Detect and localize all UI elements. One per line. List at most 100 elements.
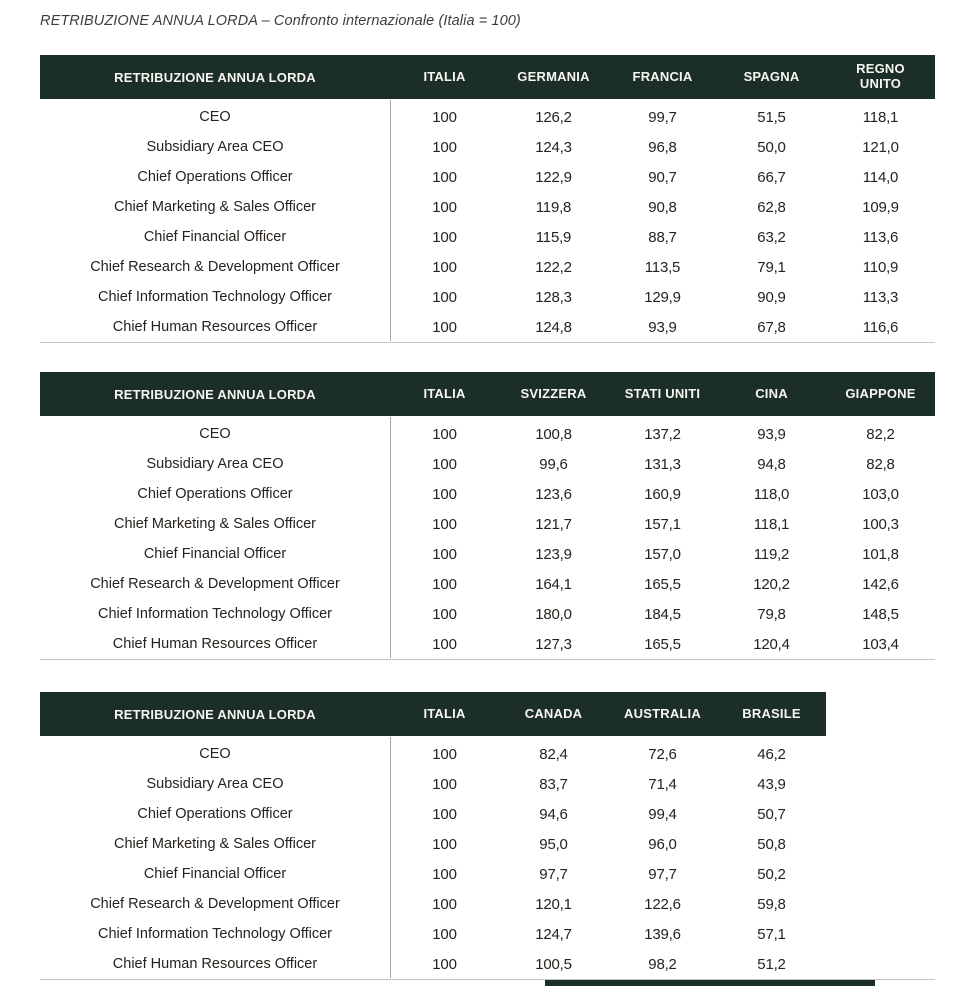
value-cell: 100,8: [535, 425, 572, 443]
value-cell: 148,5: [862, 605, 899, 623]
value-cell: 129,9: [644, 288, 681, 306]
value-cell: 99,6: [539, 455, 568, 473]
table-row: Chief Operations Officer 100 123,6 160,9 118…: [40, 479, 935, 509]
row-label: Subsidiary Area CEO: [146, 776, 284, 792]
value-cell: 124,3: [535, 138, 572, 156]
value-cell: 100,5: [535, 955, 572, 973]
value-cell: 114,0: [862, 168, 899, 186]
value-cell: 100: [432, 805, 457, 823]
table-header-title: RETRIBUZIONE ANNUA LORDA: [114, 69, 316, 85]
value-cell: 120,2: [753, 575, 790, 593]
row-label: Chief Information Technology Officer: [97, 289, 332, 305]
value-cell: 94,8: [757, 455, 786, 473]
row-label: Chief Marketing & Sales Officer: [113, 836, 316, 852]
value-cell: 90,7: [648, 168, 677, 186]
value-cell: 116,6: [862, 318, 899, 336]
table-row: Chief Financial Officer 100 115,9 88,7 63,2 1…: [40, 222, 935, 252]
row-label: Chief Research & Development Officer: [90, 896, 340, 912]
value-cell: 109,9: [862, 198, 899, 216]
column-header: GERMANIA: [517, 68, 590, 84]
value-cell: 100: [432, 198, 457, 216]
value-cell: 123,9: [535, 545, 572, 563]
value-cell: 63,2: [757, 228, 786, 246]
value-cell: 124,7: [535, 925, 572, 943]
row-label: Chief Marketing & Sales Officer: [113, 199, 316, 215]
value-cell: 118,0: [753, 485, 790, 503]
column-header: GIAPPONE: [845, 385, 916, 401]
value-cell: 118,1: [753, 515, 790, 533]
value-cell: 100: [432, 955, 457, 973]
row-label: Chief Financial Officer: [143, 229, 287, 245]
table-row: CEO 100 100,8 137,2 93,9 82,2: [40, 419, 935, 449]
table-row: Subsidiary Area CEO 100 83,7 71,4 43,9: [40, 769, 935, 799]
value-cell: 96,0: [648, 835, 677, 853]
row-label: CEO: [199, 426, 231, 442]
row-label: Chief Human Resources Officer: [112, 636, 318, 652]
column-header: STATI UNITI: [624, 385, 701, 401]
value-cell: 100: [432, 895, 457, 913]
row-label: Chief Research & Development Officer: [90, 259, 340, 275]
value-cell: 122,2: [535, 258, 572, 276]
value-cell: 79,8: [757, 605, 786, 623]
value-cell: 101,8: [862, 545, 899, 563]
value-cell: 79,1: [757, 258, 786, 276]
value-cell: 122,6: [644, 895, 681, 913]
value-cell: 113,6: [862, 228, 899, 246]
table-body: CEO 100 126,2 99,7 51,5 118,1 Subsidiary Area …: [40, 99, 935, 343]
value-cell: 93,9: [757, 425, 786, 443]
value-cell: 50,2: [757, 865, 786, 883]
value-cell: 100: [432, 635, 457, 653]
value-cell: 46,2: [757, 745, 786, 763]
row-label: Chief Research & Development Officer: [90, 576, 340, 592]
value-cell: 157,0: [644, 545, 681, 563]
value-cell: 164,1: [535, 575, 572, 593]
value-cell: 90,9: [757, 288, 786, 306]
value-cell: 59,8: [757, 895, 786, 913]
value-cell: 57,1: [757, 925, 786, 943]
table-header-row: RETRIBUZIONE ANNUA LORDA ITALIA CANADA AUST…: [40, 692, 826, 736]
table-row: Chief Financial Officer 100 97,7 97,7 50,2: [40, 859, 935, 889]
value-cell: 100,3: [862, 515, 899, 533]
value-cell: 97,7: [539, 865, 568, 883]
table-row: Chief Information Technology Officer 100 1…: [40, 599, 935, 629]
value-cell: 137,2: [644, 425, 681, 443]
value-cell: 121,7: [535, 515, 572, 533]
value-cell: 123,6: [535, 485, 572, 503]
column-header: SPAGNA: [743, 68, 800, 84]
column-header: AUSTRALIA: [624, 705, 701, 721]
cropped-next-table-header: [545, 980, 875, 986]
table-row: Chief Marketing & Sales Officer 100 95,0 96…: [40, 829, 935, 859]
table-row: Subsidiary Area CEO 100 99,6 131,3 94,8 82,8: [40, 449, 935, 479]
table-row: Chief Research & Development Officer 100 1…: [40, 889, 935, 919]
value-cell: 126,2: [535, 108, 572, 126]
column-header: CANADA: [524, 705, 583, 721]
column-header: CINA: [755, 385, 788, 401]
value-cell: 100: [432, 515, 457, 533]
value-cell: 99,4: [648, 805, 677, 823]
table-header-row: RETRIBUZIONE ANNUA LORDA ITALIA SVIZZERA ST…: [40, 372, 935, 416]
table-row: Chief Operations Officer 100 122,9 90,7 66,7…: [40, 162, 935, 192]
value-cell: 100: [432, 835, 457, 853]
row-label: Chief Operations Officer: [137, 169, 293, 185]
table-row: Chief Information Technology Officer 100 1…: [40, 919, 935, 949]
row-label: Chief Human Resources Officer: [112, 319, 318, 335]
value-cell: 100: [432, 605, 457, 623]
value-cell: 180,0: [535, 605, 572, 623]
value-cell: 119,2: [753, 545, 790, 563]
value-cell: 99,7: [648, 108, 677, 126]
value-cell: 62,8: [757, 198, 786, 216]
value-cell: 88,7: [648, 228, 677, 246]
table-row: CEO 100 126,2 99,7 51,5 118,1: [40, 102, 935, 132]
value-cell: 90,8: [648, 198, 677, 216]
value-cell: 51,5: [757, 108, 786, 126]
table-row: Chief Human Resources Officer 100 127,3 165…: [40, 629, 935, 659]
value-cell: 142,6: [862, 575, 899, 593]
value-cell: 184,5: [644, 605, 681, 623]
table-row: CEO 100 82,4 72,6 46,2: [40, 739, 935, 769]
salary-table-1: RETRIBUZIONE ANNUA LORDA ITALIA GERMANIA FR…: [40, 55, 935, 343]
value-cell: 121,0: [862, 138, 899, 156]
value-cell: 72,6: [648, 745, 677, 763]
value-cell: 100: [432, 425, 457, 443]
value-cell: 66,7: [757, 168, 786, 186]
